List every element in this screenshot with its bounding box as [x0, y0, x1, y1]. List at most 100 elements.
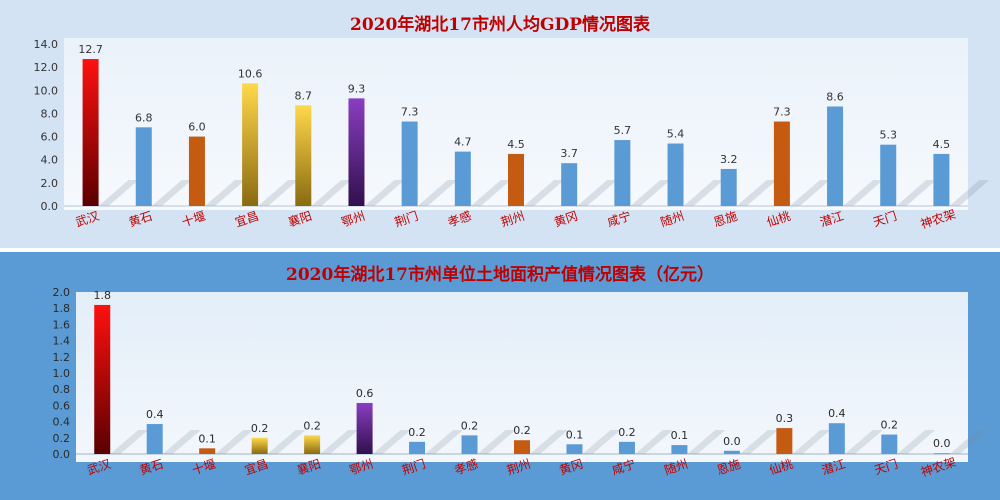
chart-title: 2020年湖北17市州单位土地面积产值情况图表（亿元）	[286, 265, 714, 285]
y-tick-label: 0.6	[53, 399, 71, 412]
data-label: 5.7	[614, 124, 632, 137]
bar-武汉	[82, 59, 99, 206]
bar-咸宁	[618, 441, 635, 454]
data-label: 3.7	[560, 147, 578, 160]
category-label: 恩施	[712, 209, 739, 230]
y-tick-label: 0.8	[53, 383, 71, 396]
bar-shadow	[789, 180, 830, 206]
data-label: 0.2	[513, 424, 531, 437]
category-label: 黄石	[138, 457, 165, 478]
data-label: 4.5	[933, 138, 951, 151]
y-tick-label: 8.0	[41, 107, 59, 120]
bar-鄂州	[348, 98, 365, 206]
category-label: 十堰	[190, 457, 217, 478]
category-label: 随州	[662, 456, 689, 478]
bar-shadow	[215, 430, 254, 454]
category-label: 黄冈	[558, 457, 585, 478]
bar-荆门	[409, 441, 426, 454]
bar-襄阳	[295, 105, 312, 206]
bar-shadow	[98, 180, 139, 206]
category-label: 随州	[658, 208, 685, 230]
data-label: 8.7	[295, 89, 313, 102]
data-label: 0.1	[198, 432, 216, 445]
data-label: 0.3	[776, 412, 794, 425]
bar-shadow	[843, 180, 884, 206]
category-label: 荆门	[393, 208, 420, 230]
data-label: 6.0	[188, 121, 206, 134]
category-label: 神农架	[919, 207, 958, 231]
bar-shadow	[267, 430, 306, 454]
bar-shadow	[311, 180, 352, 206]
data-label: 8.6	[826, 90, 844, 103]
category-label: 黄冈	[552, 209, 579, 230]
data-label: 0.2	[251, 422, 269, 435]
data-label: 0.2	[461, 419, 479, 432]
bar-十堰	[199, 448, 216, 454]
y-tick-label: 14.0	[34, 38, 59, 51]
y-tick-label: 1.0	[53, 367, 71, 380]
bar-随州	[667, 143, 684, 206]
data-label: 0.2	[881, 419, 899, 432]
data-label: 7.3	[773, 106, 791, 119]
category-label: 潜江	[818, 209, 845, 230]
bar-潜江	[828, 423, 845, 454]
bar-shadow	[739, 430, 778, 454]
category-label: 武汉	[74, 209, 101, 230]
data-label: 0.1	[671, 429, 689, 442]
bar-shadow	[320, 430, 359, 454]
bar-shadow	[630, 180, 671, 206]
bar-shadow	[258, 180, 299, 206]
data-label: 7.3	[401, 106, 419, 119]
y-tick-label: 10.0	[34, 84, 59, 97]
data-label: 3.2	[720, 153, 738, 166]
bar-shadow	[372, 430, 411, 454]
bar-shadow	[110, 430, 149, 454]
bar-shadow	[162, 430, 201, 454]
category-label: 武汉	[85, 457, 112, 478]
land-chart-svg: 0.0 0.2 0.4 0.6 0.8 1.0 1.2 1.4 1.6 1.8 2.0 1.8 武汉 0.…	[53, 286, 988, 479]
bar-shadow	[897, 430, 936, 454]
category-label: 孝感	[452, 456, 479, 478]
category-label: 鄂州	[340, 209, 367, 230]
bar-荆州	[508, 153, 524, 206]
category-label: 恩施	[715, 457, 742, 478]
data-label: 0.2	[408, 426, 426, 439]
y-tick-label: 12.0	[34, 61, 59, 74]
bar-天门	[881, 434, 898, 454]
data-label: 0.0	[723, 435, 741, 448]
bar-随州	[671, 445, 688, 454]
category-label: 天门	[871, 208, 898, 230]
bar-shadow	[477, 430, 516, 454]
category-label: 仙桃	[765, 208, 792, 230]
data-label: 0.2	[303, 419, 321, 432]
data-label: 0.4	[828, 407, 846, 420]
data-label: 0.2	[618, 426, 636, 439]
category-label: 天门	[872, 456, 899, 478]
bar-黄冈	[561, 163, 578, 206]
bar-天门	[880, 144, 897, 206]
bar-宜昌	[242, 83, 259, 206]
data-label: 0.1	[566, 428, 584, 441]
bar-恩施	[720, 168, 737, 206]
bar-shadow	[683, 180, 724, 206]
gdp-chart-svg: 0.0 2.0 4.0 6.0 8.0 10.0 12.0 14.0 12.7 武汉 6.8 黄石 6.…	[34, 38, 990, 231]
bar-宜昌	[251, 437, 268, 454]
category-label: 宜昌	[243, 456, 270, 478]
bar-恩施	[723, 450, 740, 454]
data-label: 12.7	[78, 43, 103, 56]
bar-shadow	[151, 180, 192, 206]
bar-黄石	[135, 127, 152, 206]
bar-shadow	[425, 430, 464, 454]
bar-shadow	[634, 430, 673, 454]
bar-shadow	[470, 180, 511, 206]
data-label: 5.3	[879, 129, 897, 142]
bar-孝感	[461, 435, 478, 454]
bar-神农架	[933, 453, 950, 455]
category-label: 咸宁	[610, 456, 637, 478]
y-tick-label: 0.2	[53, 432, 71, 445]
data-label: 9.3	[348, 82, 366, 95]
category-label: 咸宁	[605, 208, 632, 230]
bar-十堰	[188, 136, 205, 206]
y-tick-label: 0.0	[41, 200, 59, 213]
bar-襄阳	[304, 435, 321, 454]
